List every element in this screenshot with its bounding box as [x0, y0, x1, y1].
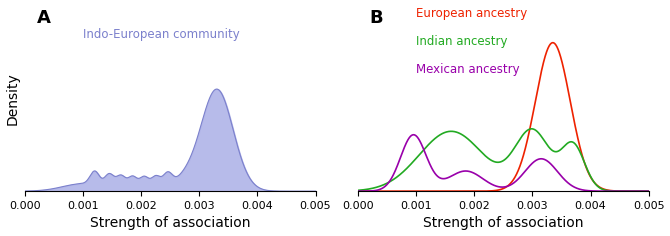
Text: European ancestry: European ancestry: [416, 7, 527, 20]
X-axis label: Strength of association: Strength of association: [90, 216, 251, 230]
Text: Indo-European community: Indo-European community: [83, 28, 240, 41]
Text: Mexican ancestry: Mexican ancestry: [416, 63, 520, 76]
Y-axis label: Density: Density: [5, 72, 19, 125]
Text: B: B: [370, 9, 383, 27]
Text: A: A: [37, 9, 51, 27]
Text: Indian ancestry: Indian ancestry: [416, 35, 508, 48]
X-axis label: Strength of association: Strength of association: [423, 216, 584, 230]
